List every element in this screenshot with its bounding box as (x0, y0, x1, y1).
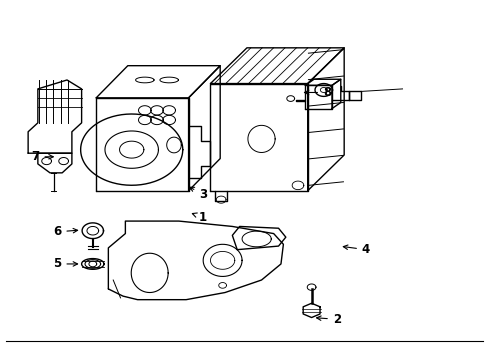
Text: 4: 4 (343, 243, 369, 256)
Text: 1: 1 (192, 211, 207, 224)
Text: 7: 7 (31, 150, 53, 163)
Text: 8: 8 (304, 86, 330, 99)
Text: 2: 2 (316, 313, 340, 326)
Text: 3: 3 (189, 187, 207, 201)
Text: 5: 5 (53, 257, 78, 270)
Text: 6: 6 (53, 225, 78, 238)
